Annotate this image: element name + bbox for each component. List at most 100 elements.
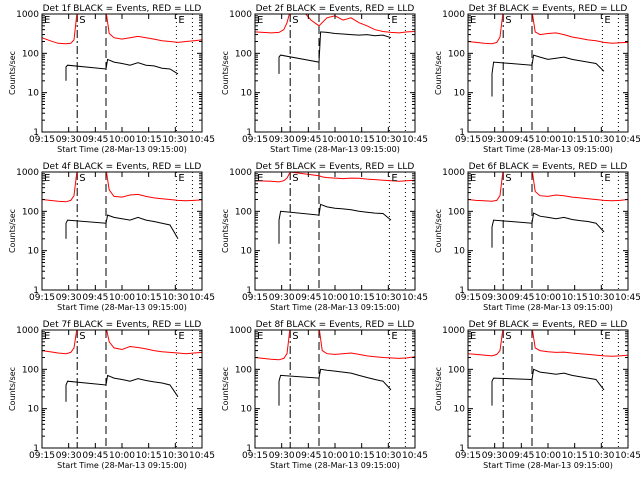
x-tick-label: 09:15: [242, 451, 268, 461]
x-tick-label: 10:00: [535, 293, 561, 303]
x-tick-label: 09:30: [269, 451, 295, 461]
y-tick-label: 1: [33, 444, 39, 454]
panel-1: Det 1f BLACK = Events, RED = LLD 1 10 100 10…: [8, 4, 215, 154]
event-marker-label: E: [44, 331, 50, 342]
y-tick-label: 1000: [229, 326, 252, 336]
x-tick-label: 09:15: [29, 135, 55, 145]
event-marker-label: S: [292, 331, 298, 342]
x-tick-label: 09:15: [29, 451, 55, 461]
x-tick-label: 09:30: [482, 293, 508, 303]
x-tick-label: 10:45: [615, 451, 640, 461]
panel-4: Det 4f BLACK = Events, RED = LLD 1 10 100 10…: [8, 162, 215, 312]
x-tick-label: 10:15: [562, 451, 588, 461]
y-tick-label: 1000: [229, 10, 252, 20]
x-axis-label: Start Time (28-Mar-13 09:15:00): [57, 303, 187, 312]
panel-8: Det 8f BLACK = Events, RED = LLD 1 10 100 10…: [221, 320, 428, 470]
x-tick-label: 09:45: [508, 451, 534, 461]
y-tick-label: 1000: [442, 10, 465, 20]
panel-7: Det 7f BLACK = Events, RED = LLD 1 10 100 10…: [8, 320, 215, 470]
panel-5: Det 5f BLACK = Events, RED = LLD 1 10 100 10…: [221, 162, 428, 312]
y-tick-label: 10: [454, 405, 466, 415]
y-axis-label: Counts/sec: [434, 209, 443, 253]
series-line-events: [491, 54, 605, 97]
x-tick-label: 10:30: [588, 451, 614, 461]
y-tick-label: 100: [22, 207, 39, 217]
event-marker-label: E: [257, 331, 263, 342]
x-tick-label: 10:15: [349, 293, 375, 303]
x-tick-label: 09:30: [482, 451, 508, 461]
y-tick-label: 1: [459, 128, 465, 138]
panel-3: Det 3f BLACK = Events, RED = LLD 1 10 100 10…: [434, 4, 640, 154]
event-marker-label: E: [178, 15, 184, 26]
event-marker-label: S: [79, 173, 85, 184]
panel-title: Det 8f BLACK = Events, RED = LLD: [256, 320, 415, 330]
x-tick-label: 10:45: [189, 451, 215, 461]
series-line-events: [491, 212, 605, 248]
y-tick-label: 10: [28, 89, 40, 99]
y-axis-label: Counts/sec: [221, 209, 230, 253]
panel-title: Det 6f BLACK = Events, RED = LLD: [469, 162, 628, 172]
series-line-lld: [468, 172, 628, 202]
event-marker-label: S: [505, 15, 511, 26]
x-tick-label: 10:30: [375, 451, 401, 461]
panel-title: Det 9f BLACK = Events, RED = LLD: [469, 320, 628, 330]
x-axis-label: Start Time (28-Mar-13 09:15:00): [483, 461, 613, 470]
x-tick-label: 10:00: [535, 451, 561, 461]
series-line-lld: [42, 330, 202, 355]
event-marker-label: S: [505, 331, 511, 342]
x-tick-label: 09:45: [508, 293, 534, 303]
x-tick-label: 09:45: [82, 135, 108, 145]
y-axis-label: Counts/sec: [221, 367, 230, 411]
x-tick-label: 10:15: [349, 135, 375, 145]
y-tick-label: 100: [235, 207, 252, 217]
x-tick-label: 10:15: [136, 293, 162, 303]
x-tick-label: 10:45: [402, 293, 428, 303]
x-tick-label: 09:15: [29, 293, 55, 303]
panel-title: Det 4f BLACK = Events, RED = LLD: [43, 162, 202, 172]
panel-title: Det 1f BLACK = Events, RED = LLD: [43, 4, 202, 14]
series-line-lld: [255, 330, 415, 361]
event-marker-label: E: [604, 331, 610, 342]
x-tick-label: 10:00: [322, 293, 348, 303]
series-line-lld: [42, 14, 202, 45]
event-marker-label: E: [470, 331, 476, 342]
event-marker-label: S: [292, 173, 298, 184]
x-tick-label: 10:00: [109, 293, 135, 303]
x-tick-label: 09:30: [56, 293, 82, 303]
y-tick-label: 10: [454, 247, 466, 257]
x-tick-label: 10:15: [136, 451, 162, 461]
event-marker-label: E: [257, 15, 263, 26]
x-tick-label: 09:45: [295, 293, 321, 303]
series-line-events: [65, 58, 179, 81]
event-marker-label: E: [391, 15, 397, 26]
event-marker-label: E: [604, 173, 610, 184]
x-tick-label: 10:30: [588, 135, 614, 145]
x-axis-label: Start Time (28-Mar-13 09:15:00): [483, 303, 613, 312]
y-tick-label: 10: [28, 405, 40, 415]
y-tick-label: 1: [246, 444, 252, 454]
series-line-events: [65, 214, 179, 240]
event-marker-label: E: [44, 15, 50, 26]
y-tick-label: 1: [459, 286, 465, 296]
y-axis-label: Counts/sec: [434, 51, 443, 95]
series-line-events: [65, 374, 179, 402]
x-tick-label: 10:15: [562, 135, 588, 145]
series-line-lld: [42, 172, 202, 203]
y-tick-label: 10: [241, 247, 253, 257]
y-tick-label: 100: [235, 49, 252, 59]
panel-2: Det 2f BLACK = Events, RED = LLD 1 10 100 10…: [221, 4, 428, 154]
x-tick-label: 10:45: [402, 135, 428, 145]
y-tick-label: 1: [246, 286, 252, 296]
y-axis-label: Counts/sec: [221, 51, 230, 95]
y-axis-label: Counts/sec: [434, 367, 443, 411]
event-marker-label: E: [178, 173, 184, 184]
panel-title: Det 2f BLACK = Events, RED = LLD: [256, 4, 415, 14]
x-tick-label: 09:30: [482, 135, 508, 145]
y-tick-label: 100: [448, 49, 465, 59]
x-tick-label: 09:30: [56, 135, 82, 145]
x-tick-label: 10:30: [375, 293, 401, 303]
series-line-events: [278, 31, 392, 74]
x-tick-label: 09:15: [242, 135, 268, 145]
y-tick-label: 100: [22, 365, 39, 375]
event-marker-label: E: [257, 173, 263, 184]
